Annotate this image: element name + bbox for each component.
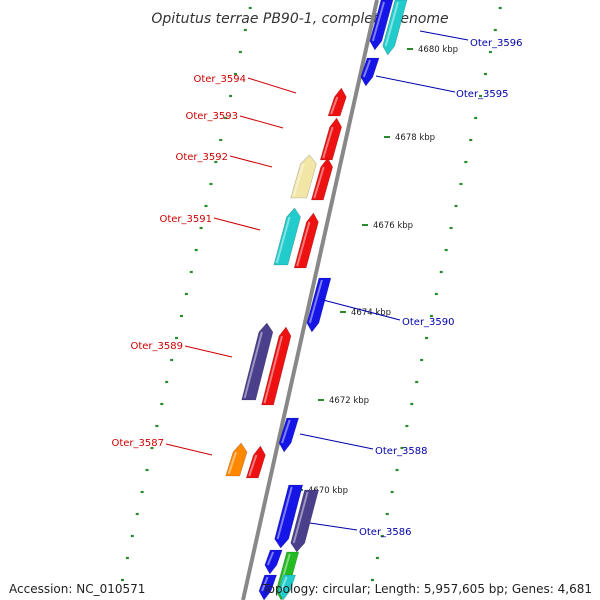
gene-Oter_3592[interactable] (290, 154, 317, 199)
gene-Oter_3584a[interactable] (258, 574, 278, 600)
gene-label-Oter_3593[interactable]: Oter_3593 (185, 111, 238, 122)
gene-Oter_3591b[interactable] (293, 212, 319, 269)
gene-Oter_3591[interactable] (273, 207, 301, 266)
gene-label-Oter_3588[interactable]: Oter_3588 (375, 446, 428, 457)
scale-tick-label: 4670 kbp (308, 486, 348, 496)
gene-Oter_3587[interactable] (225, 442, 248, 477)
label-leader-line (309, 522, 358, 531)
gene-label-Oter_3587[interactable]: Oter_3587 (111, 438, 164, 449)
scale-tick-label: 4674 kbp (351, 308, 391, 318)
gene-label-Oter_3590[interactable]: Oter_3590 (402, 317, 455, 328)
label-leader-line (322, 299, 401, 321)
gene-label-Oter_3592[interactable]: Oter_3592 (175, 152, 228, 163)
scale-ticks: 4680 kbp 4678 kbp 4676 kbp 4674 kbp 4672 kbp… (297, 45, 458, 496)
label-leader-line (247, 77, 297, 94)
map-title: Opitutus terrae PB90-1, complete genome (151, 11, 448, 27)
gene-label-Oter_3596[interactable]: Oter_3596 (470, 38, 523, 49)
gene-Oter_3587b[interactable] (245, 445, 266, 479)
accession-label: Accession: NC_010571 (9, 582, 146, 596)
gene-Oter_3588[interactable] (278, 417, 300, 453)
gene-glyphs (225, 0, 408, 600)
guide-tracks (120, 6, 502, 582)
gene-Oter_3586a[interactable] (274, 484, 304, 549)
label-leader-line (299, 433, 374, 450)
gene-Oter_3593[interactable] (319, 117, 342, 161)
label-leader-line (239, 115, 284, 129)
gene-label-Oter_3591[interactable]: Oter_3591 (159, 214, 212, 225)
gene-label-Oter_3595[interactable]: Oter_3595 (456, 89, 509, 100)
scale-tick-label: 4680 kbp (418, 45, 458, 55)
label-leader-line (184, 345, 233, 358)
scale-tick-label: 4678 kbp (395, 133, 435, 143)
gene-Oter_3592b[interactable] (310, 157, 334, 201)
gene-label-Oter_3586[interactable]: Oter_3586 (359, 527, 412, 538)
gene-label-Oter_3594[interactable]: Oter_3594 (193, 74, 246, 85)
gene-Oter_3586[interactable] (290, 489, 319, 553)
gene-Oter_3589[interactable] (241, 322, 274, 401)
label-leader-line (229, 155, 273, 168)
scale-tick-label: 4676 kbp (373, 221, 413, 231)
label-leader-line (165, 443, 213, 456)
gene-Oter_3596[interactable] (369, 0, 394, 51)
genome-backbone (241, 0, 379, 600)
gene-Oter_3584b[interactable] (277, 574, 297, 600)
gene-Oter_3590[interactable] (306, 277, 332, 333)
gene-Oter_3585a[interactable] (264, 549, 283, 575)
gene-labels: Oter_3596 Oter_3595 Oter_3594 Oter_3593 Oter… (111, 30, 523, 538)
label-leader-line (213, 217, 261, 231)
gene-Oter_3594[interactable] (327, 87, 347, 117)
topology-label: Topology: circular; Length: 5,957,605 bp… (262, 582, 592, 596)
scale-tick-label: 4672 kbp (329, 396, 369, 406)
gene-Oter_3589b[interactable] (261, 326, 292, 406)
label-leader-line (375, 75, 456, 93)
gene-Oter_3596b[interactable] (382, 0, 408, 56)
label-leader-line (419, 30, 469, 41)
gene-label-Oter_3589[interactable]: Oter_3589 (130, 341, 183, 352)
gene-Oter_3595[interactable] (360, 57, 380, 87)
